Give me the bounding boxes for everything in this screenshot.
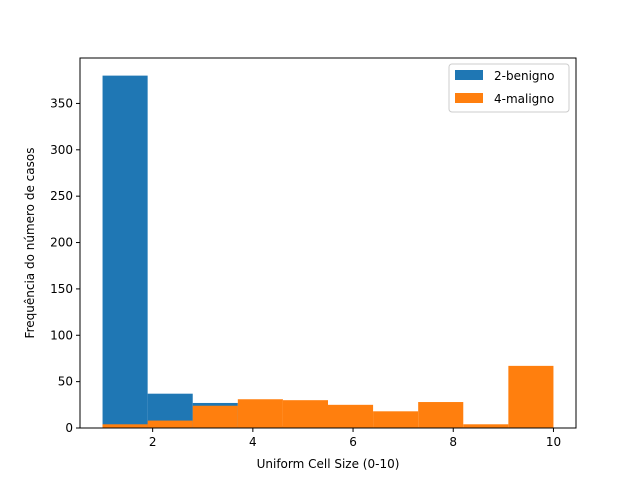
legend-swatch-benigno (455, 70, 483, 80)
x-tick-label: 2 (149, 435, 157, 449)
plot-frame (79, 57, 577, 429)
y-tick-label: 200 (50, 236, 73, 250)
bar-maligno-1 (147, 420, 193, 428)
y-axis-label: Frequência do número de casos (23, 148, 37, 339)
y-tick-label: 150 (50, 282, 73, 296)
y-tick-label: 300 (50, 143, 73, 157)
y-tick-label: 50 (58, 375, 73, 389)
bar-maligno-2 (192, 405, 238, 428)
bar-maligno-8 (463, 424, 509, 428)
bars-layer (102, 75, 554, 429)
legend-swatch-maligno (455, 93, 483, 103)
bar-maligno-7 (418, 402, 464, 428)
x-tick-label: 10 (546, 435, 561, 449)
x-tick-label: 6 (349, 435, 357, 449)
bar-maligno-6 (373, 411, 419, 428)
y-tick-label: 250 (50, 189, 73, 203)
y-tick-label: 0 (65, 421, 73, 435)
bar-benigno-0 (102, 75, 148, 429)
x-tick-label: 4 (249, 435, 257, 449)
legend-label-maligno: 4-maligno (494, 92, 554, 106)
legend-label-benigno: 2-benigno (494, 69, 554, 83)
y-tick-label: 350 (50, 96, 73, 110)
x-tick-label: 8 (449, 435, 457, 449)
legend: 2-benigno 4-maligno (448, 63, 570, 113)
bar-maligno-0 (102, 424, 148, 428)
bar-maligno-9 (508, 365, 554, 428)
y-tick-label: 100 (50, 328, 73, 342)
bar-maligno-3 (237, 399, 283, 428)
bar-maligno-5 (328, 404, 374, 428)
x-axis-label: Uniform Cell Size (0-10) (257, 457, 400, 471)
bar-maligno-4 (282, 400, 328, 428)
